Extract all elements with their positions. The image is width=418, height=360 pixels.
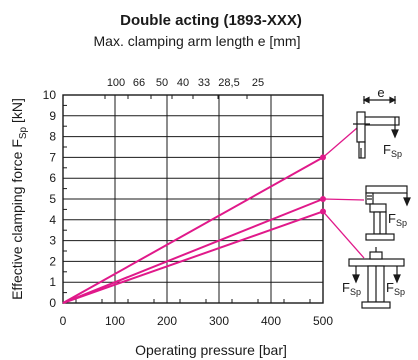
y-axis-ticks: 0 1 2 3 4 5 6 7 8 9 10 [43, 88, 57, 310]
y-tick-label: 2 [49, 254, 56, 268]
chart-title: Double acting (1893-XXX) [120, 12, 302, 29]
y-axis-label-unit: [kN] [9, 98, 25, 127]
force-label-2: FSp [388, 211, 407, 228]
y-tick-label: 1 [49, 275, 56, 289]
x-tick-label: 500 [313, 314, 333, 328]
top-tick-label: 25 [252, 77, 264, 89]
series-line [62, 210, 324, 304]
top-tick-label: 66 [133, 77, 145, 89]
top-tick-label: 28,5 [218, 77, 239, 89]
top-tick-label: 40 [177, 77, 189, 89]
force-label-3b-main: F [386, 280, 394, 295]
x-axis-label: Operating pressure [bar] [135, 342, 287, 358]
series-line [62, 198, 324, 304]
force-label-1: FSp [383, 142, 402, 159]
leader-line [322, 198, 365, 201]
y-axis-label-main: Effective clamping force F [9, 139, 25, 300]
x-axis-ticks: 0 100 200 300 400 500 [60, 314, 334, 328]
force-label-1-sub: Sp [391, 149, 402, 159]
x-tick-label: 300 [209, 314, 229, 328]
x-tick-label: 200 [157, 314, 177, 328]
arm-length-label: e [377, 85, 384, 100]
y-axis-label-sub: Sp [18, 126, 29, 139]
y-tick-label: 6 [49, 171, 56, 185]
force-label-2-sub: Sp [396, 218, 407, 228]
y-tick-label: 8 [49, 130, 56, 144]
x-tick-label: 0 [60, 314, 67, 328]
y-tick-label: 3 [49, 234, 56, 248]
y-axis-label: Effective clamping force FSp [kN] [9, 98, 29, 300]
lever-clamp-icon: FSp [365, 185, 411, 241]
clamp-arm-icon: e FSp [353, 85, 402, 159]
grid [62, 94, 324, 304]
double-clamp-icon: FSp FSp [342, 247, 405, 309]
force-label-2-main: F [388, 211, 396, 226]
x-tick-label: 100 [105, 314, 125, 328]
y-tick-label: 4 [49, 213, 56, 227]
force-label-3b: FSp [386, 280, 405, 297]
x-tick-label: 400 [261, 314, 281, 328]
series-lines [62, 154, 326, 304]
leader-line [322, 127, 358, 158]
force-label-3a: FSp [342, 280, 361, 297]
series-line [62, 156, 324, 304]
y-tick-label: 7 [49, 150, 56, 164]
leader-line [322, 211, 365, 259]
y-tick-label: 9 [49, 109, 56, 123]
chart-subtitle: Max. clamping arm length e [mm] [94, 33, 301, 49]
force-label-3a-main: F [342, 280, 350, 295]
y-tick-label: 10 [43, 88, 57, 102]
top-tick-label: 50 [156, 77, 168, 89]
force-label-1-main: F [383, 142, 391, 157]
force-label-3a-sub: Sp [350, 287, 361, 297]
top-tick-label: 100 [107, 77, 125, 89]
y-tick-label: 0 [49, 296, 56, 310]
top-tick-label: 33 [198, 77, 210, 89]
force-label-3b-sub: Sp [394, 287, 405, 297]
y-tick-label: 5 [49, 192, 56, 206]
leader-lines [322, 127, 365, 259]
